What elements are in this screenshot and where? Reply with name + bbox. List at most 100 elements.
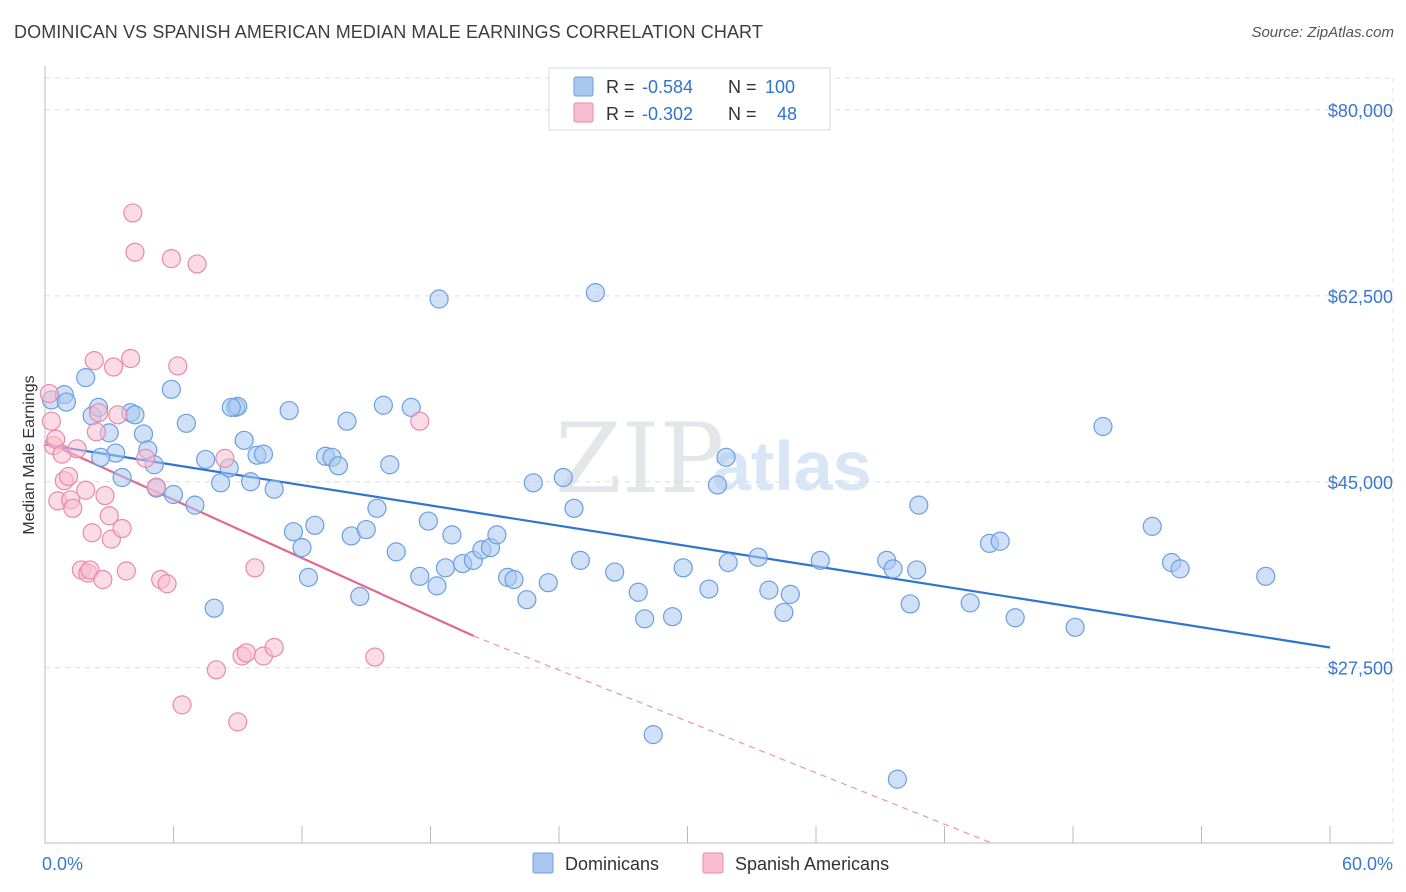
dominican-point <box>185 495 205 515</box>
dominican-point <box>960 593 980 613</box>
dominican-point <box>196 449 216 470</box>
spanish-american-point <box>245 558 265 578</box>
spanish-american-point <box>116 561 136 581</box>
dominican-point <box>1170 559 1190 579</box>
dominican-point <box>774 602 794 623</box>
dominican-point <box>298 567 319 587</box>
spanish-american-point <box>264 637 284 658</box>
top-legend: R = -0.584 N = 100 R = -0.302 N = 48 <box>548 67 831 131</box>
dominican-point <box>538 573 558 593</box>
spanish-american-point <box>228 712 248 732</box>
legend-n-value: 48 <box>777 104 797 124</box>
spanish-american-point <box>103 357 124 377</box>
dominican-point <box>176 413 196 433</box>
dominican-point <box>163 484 184 505</box>
dominican-point <box>605 562 625 582</box>
legend-r-label: R = <box>606 104 635 124</box>
dominican-point <box>643 725 663 745</box>
dominican-point <box>759 580 779 600</box>
y-tick-label: $45,000 <box>1328 473 1393 493</box>
dominican-point <box>221 397 241 417</box>
watermark: ZIP atlas <box>555 403 872 515</box>
dominican-point <box>553 467 573 488</box>
dominican-point <box>900 594 920 614</box>
spanish-american-point <box>125 242 145 262</box>
dominican-point <box>435 558 456 578</box>
dominican-point <box>716 447 736 467</box>
dominican-point <box>504 569 524 590</box>
chart-title: DOMINICAN VS SPANISH AMERICAN MEDIAN MAL… <box>14 22 763 42</box>
spanish-american-point <box>172 695 192 715</box>
dominican-point <box>780 584 800 604</box>
dominican-point <box>253 444 274 464</box>
bottom-legend-label-dominicans: Dominicans <box>565 854 659 874</box>
data-points <box>39 203 1276 789</box>
dominican-point <box>699 579 719 599</box>
dominican-point <box>241 472 261 492</box>
spanish-american-point <box>236 643 256 663</box>
dominican-point <box>125 405 145 425</box>
dominican-point <box>487 525 507 545</box>
dominican-point <box>427 576 447 596</box>
spanish-american-point <box>123 203 143 223</box>
watermark-atlas: atlas <box>712 427 872 505</box>
spanish-american-point <box>112 518 132 539</box>
dominican-point <box>585 283 606 303</box>
spanish-american-point <box>365 647 385 667</box>
spanish-american-point <box>82 523 102 543</box>
axes <box>44 66 1393 844</box>
dominican-point <box>367 498 387 518</box>
dominican-point <box>410 566 430 586</box>
spanish-american-point <box>84 351 104 371</box>
dominican-point <box>133 424 154 444</box>
dominican-point <box>337 411 357 431</box>
spanish-american-point <box>86 422 107 442</box>
legend-swatch-spanish-americans <box>573 102 594 123</box>
dominican-point <box>292 538 312 558</box>
dominican-point <box>112 467 132 488</box>
legend-swatch-dominicans <box>573 76 594 97</box>
spanish-american-point <box>99 506 119 526</box>
dominican-point <box>1093 416 1113 437</box>
dominican-point <box>887 769 907 789</box>
dominican-point <box>748 547 768 567</box>
dominican-point <box>907 560 927 580</box>
dominican-point <box>350 586 370 607</box>
bottom-legend-swatch-spanish-americans <box>702 852 724 874</box>
x-tick-label: 0.0% <box>42 854 83 874</box>
dominican-point <box>909 495 929 515</box>
spanish-american-point <box>146 477 166 497</box>
legend-r-value: -0.302 <box>642 104 693 124</box>
dominican-point <box>564 498 584 518</box>
dominican-point <box>523 473 543 493</box>
dominican-point <box>305 515 325 535</box>
spanish-american-point <box>93 569 113 590</box>
spanish-american-point <box>108 405 128 425</box>
dominican-point <box>56 392 77 412</box>
dominican-point <box>234 430 254 450</box>
spanish-american-point <box>136 448 156 468</box>
dominican-point <box>1005 608 1025 628</box>
dominican-point <box>76 368 96 388</box>
dominican-point <box>628 582 648 602</box>
dominican-point <box>283 522 304 542</box>
spanish-american-point <box>58 466 79 487</box>
spanish-american-point <box>76 480 96 500</box>
spanish-american-point <box>168 356 188 376</box>
dominican-point <box>91 447 111 467</box>
dominican-point <box>662 607 683 627</box>
dominican-point <box>264 479 284 499</box>
spanish-american-point <box>121 348 141 369</box>
x-tick-label: 60.0% <box>1342 854 1393 874</box>
dominican-point <box>356 519 376 540</box>
source-label: Source: ZipAtlas.com <box>1251 24 1394 41</box>
spanish-american-point <box>88 403 109 423</box>
spanish-american-point <box>41 411 62 431</box>
dominican-point <box>418 511 438 531</box>
legend-n-label: N = <box>728 104 757 124</box>
watermark-zip: ZIP <box>555 403 724 515</box>
dominican-point <box>718 552 738 573</box>
dominican-point <box>442 525 462 545</box>
y-tick-label: $80,000 <box>1328 101 1393 121</box>
